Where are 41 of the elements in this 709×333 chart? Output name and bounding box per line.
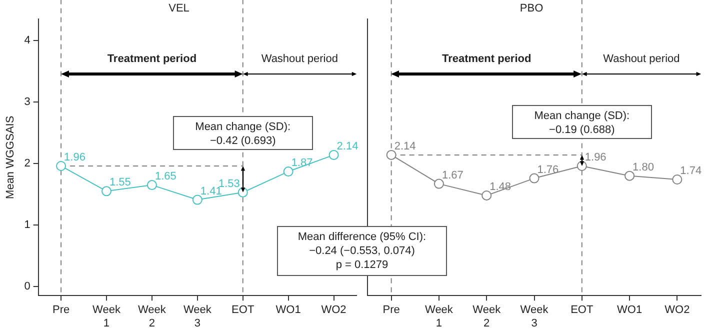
data-label: 1.96: [584, 152, 606, 164]
x-tick-label: EOT: [232, 304, 254, 316]
annotation: Treatment period: [106, 52, 198, 66]
x-tick-label: Pre: [382, 304, 400, 316]
x-tick-label: EOT: [570, 304, 594, 316]
annotation: Washout period: [260, 52, 339, 66]
note-box: Mean change (SD): −0.19 (0.688): [512, 104, 652, 139]
chart-title: VEL: [168, 2, 190, 15]
x-tick-label: Pre: [52, 304, 70, 316]
data-label: 1.48: [490, 181, 512, 194]
y-tick-label: 4: [24, 34, 30, 47]
data-label: 1.74: [680, 165, 702, 178]
x-tick-label: WO2: [664, 304, 690, 316]
y-tick-label: 3: [24, 96, 30, 108]
data-label: 1.96: [64, 152, 86, 164]
data-label: 1.80: [632, 161, 654, 174]
data-label: 1.65: [154, 170, 176, 183]
chart-title: PBO: [520, 2, 544, 15]
note-box: Mean difference (95% CI): −0.24 (−0.553, 0.074) p = 0.1279: [277, 226, 447, 276]
x-tick-label: WO2: [321, 304, 346, 316]
y-tick-label: 0: [24, 280, 30, 292]
y-tick-label: 2: [24, 158, 30, 170]
x-tick-label: WO1: [276, 304, 301, 316]
x-tick-label: Week 1: [92, 304, 121, 330]
x-tick-label: Week 3: [183, 304, 212, 330]
x-tick-label: Week 3: [520, 304, 549, 330]
data-label: 1.87: [291, 157, 313, 170]
x-tick-label: Week 2: [472, 304, 502, 330]
x-tick-label: Week 2: [138, 304, 166, 330]
data-label: 2.14: [394, 140, 416, 152]
annotation: Washout period: [602, 52, 681, 66]
note-box: Mean change (SD): −0.42 (0.693): [172, 116, 313, 150]
data-label: 1.67: [442, 169, 464, 182]
x-tick-label: Week 1: [425, 304, 454, 330]
data-label: 2.14: [336, 140, 358, 152]
x-tick-label: WO1: [617, 304, 642, 316]
data-label: 1.76: [537, 164, 559, 176]
y-tick-label: 1: [24, 218, 30, 231]
data-label: 1.55: [110, 176, 131, 189]
annotation: Treatment period: [440, 52, 532, 66]
y-axis-title: Mean WGGSAIS: [4, 116, 17, 199]
